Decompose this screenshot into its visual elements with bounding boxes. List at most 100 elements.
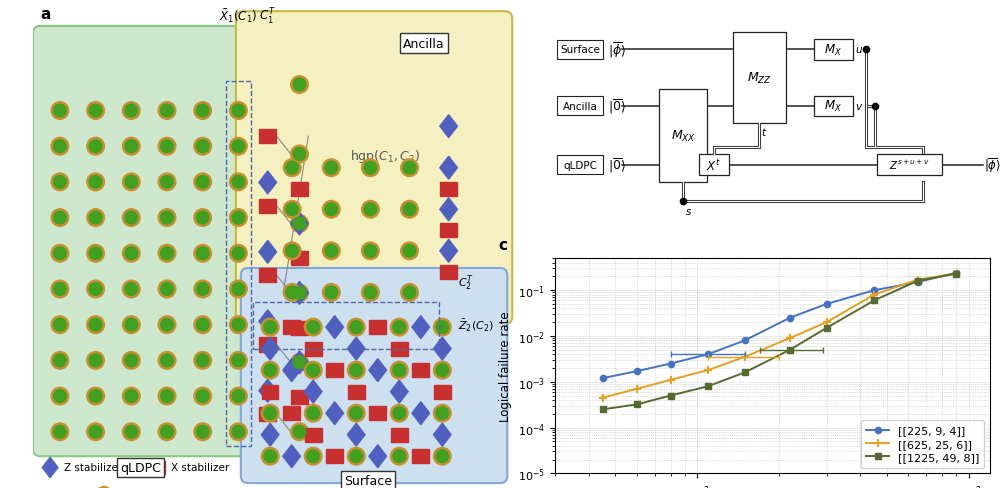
- FancyBboxPatch shape: [241, 268, 507, 483]
- Circle shape: [158, 387, 176, 405]
- Polygon shape: [440, 157, 457, 180]
- Circle shape: [161, 247, 173, 260]
- Polygon shape: [259, 310, 277, 333]
- [[625, 25, 6]]: [868, 292, 880, 298]
- Circle shape: [87, 138, 104, 156]
- [[225, 9, 4]]: [739, 338, 751, 344]
- Text: Surface: Surface: [344, 474, 392, 487]
- Text: qLDPC: qLDPC: [120, 461, 161, 474]
- Text: u: u: [856, 45, 862, 55]
- Circle shape: [403, 245, 416, 258]
- Bar: [369, 407, 386, 420]
- [[625, 25, 6]]: [631, 386, 643, 392]
- Circle shape: [393, 364, 406, 377]
- Bar: [434, 385, 451, 399]
- Text: $|\overline{\phi}\rangle$: $|\overline{\phi}\rangle$: [608, 41, 626, 60]
- Circle shape: [196, 105, 209, 118]
- Circle shape: [125, 176, 138, 189]
- Circle shape: [230, 387, 247, 405]
- Text: $C_2^T$: $C_2^T$: [458, 273, 474, 293]
- [[225, 9, 4]]: [597, 375, 609, 381]
- Circle shape: [87, 102, 104, 120]
- [[625, 25, 6]]: [597, 395, 609, 401]
- Circle shape: [87, 209, 104, 227]
- Line: [[625, 25, 6]]: [[625, 25, 6]]: [599, 270, 960, 402]
- Polygon shape: [283, 359, 300, 382]
- Circle shape: [54, 319, 66, 331]
- Text: $M_{ZZ}$: $M_{ZZ}$: [747, 71, 772, 86]
- Polygon shape: [304, 381, 322, 403]
- Bar: [259, 268, 276, 283]
- Polygon shape: [259, 380, 277, 402]
- Circle shape: [196, 426, 209, 438]
- Circle shape: [291, 215, 308, 233]
- Circle shape: [232, 426, 245, 438]
- Text: X stabilizer: X stabilizer: [171, 463, 230, 472]
- Circle shape: [293, 426, 306, 438]
- Circle shape: [125, 354, 138, 367]
- Text: $M_X$: $M_X$: [824, 99, 842, 114]
- Polygon shape: [412, 402, 430, 425]
- Circle shape: [401, 243, 418, 260]
- Circle shape: [54, 212, 66, 224]
- Polygon shape: [433, 338, 451, 360]
- Circle shape: [158, 138, 176, 156]
- Circle shape: [264, 450, 277, 463]
- Circle shape: [364, 162, 377, 175]
- Polygon shape: [291, 351, 308, 374]
- Circle shape: [364, 203, 377, 216]
- Bar: [557, 97, 603, 116]
- Circle shape: [347, 447, 365, 465]
- Polygon shape: [259, 241, 277, 264]
- Circle shape: [347, 405, 365, 422]
- Circle shape: [122, 352, 140, 369]
- Polygon shape: [261, 338, 279, 360]
- Circle shape: [364, 286, 377, 299]
- Circle shape: [390, 362, 408, 379]
- Text: $|\overline{\phi}\rangle$: $|\overline{\phi}\rangle$: [984, 156, 1000, 174]
- Circle shape: [325, 162, 338, 175]
- Circle shape: [158, 423, 176, 441]
- Circle shape: [230, 316, 247, 334]
- [[1225, 49, 8]]: [665, 393, 677, 399]
- Text: Ancilla: Ancilla: [563, 102, 597, 112]
- Polygon shape: [440, 116, 457, 138]
- Circle shape: [291, 354, 308, 371]
- Circle shape: [125, 105, 138, 118]
- Circle shape: [54, 141, 66, 153]
- Bar: [283, 407, 300, 420]
- Circle shape: [230, 209, 247, 227]
- Circle shape: [232, 283, 245, 296]
- Circle shape: [161, 426, 173, 438]
- Circle shape: [51, 316, 69, 334]
- Text: $|\overline{0}\rangle$: $|\overline{0}\rangle$: [608, 156, 626, 174]
- Circle shape: [194, 352, 211, 369]
- Bar: [305, 428, 322, 442]
- Circle shape: [393, 450, 406, 463]
- Bar: [305, 342, 322, 356]
- Polygon shape: [291, 282, 308, 305]
- Bar: [814, 97, 853, 117]
- Circle shape: [89, 105, 102, 118]
- Circle shape: [122, 174, 140, 191]
- Circle shape: [286, 245, 299, 258]
- Circle shape: [304, 319, 322, 336]
- Bar: [557, 156, 603, 175]
- Circle shape: [322, 201, 340, 219]
- Polygon shape: [347, 338, 365, 360]
- Circle shape: [304, 362, 322, 379]
- Circle shape: [325, 286, 338, 299]
- Polygon shape: [291, 213, 308, 235]
- Circle shape: [264, 364, 277, 377]
- Bar: [391, 342, 408, 356]
- Circle shape: [89, 141, 102, 153]
- Circle shape: [436, 364, 449, 377]
- Circle shape: [125, 283, 138, 296]
- Bar: [440, 183, 457, 196]
- Bar: [259, 338, 276, 352]
- Circle shape: [87, 245, 104, 263]
- Text: qLDPC: qLDPC: [563, 160, 597, 170]
- Bar: [814, 40, 853, 61]
- Circle shape: [433, 319, 451, 336]
- Circle shape: [293, 287, 306, 300]
